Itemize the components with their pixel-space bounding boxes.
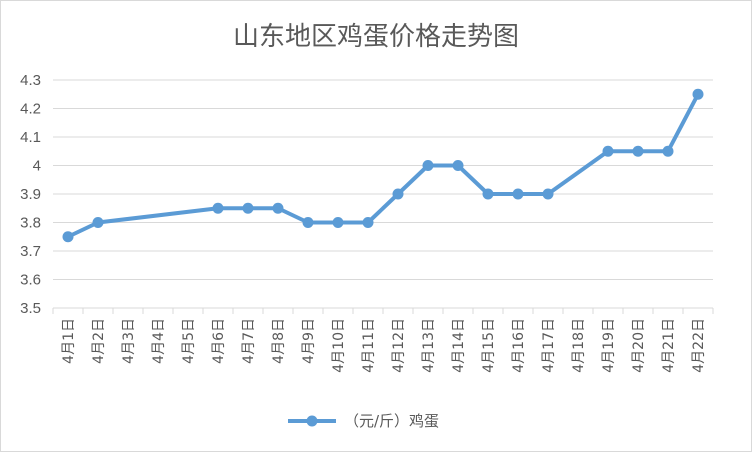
- x-tick-label: 4月19日: [601, 318, 617, 373]
- y-tick-label: 3.5: [20, 300, 41, 317]
- x-tick-label: 4月16日: [511, 318, 527, 373]
- x-tick-label: 4月6日: [211, 318, 227, 364]
- x-tick-label: 4月17日: [541, 318, 557, 373]
- chart-title: 山东地区鸡蛋价格走势图: [233, 22, 519, 52]
- x-tick-label: 4月4日: [151, 318, 167, 364]
- data-point: [692, 88, 704, 100]
- data-point: [242, 202, 254, 214]
- y-tick-label: 3.9: [20, 186, 41, 203]
- data-point: [662, 145, 674, 157]
- data-point: [272, 202, 284, 214]
- y-tick-label: 4.3: [20, 72, 41, 89]
- y-tick-label: 3.8: [20, 215, 41, 232]
- data-point: [512, 188, 524, 200]
- y-tick-label: 4: [33, 158, 41, 175]
- x-tick-label: 4月11日: [361, 318, 377, 373]
- x-tick-label: 4月15日: [481, 318, 497, 373]
- data-point: [542, 188, 554, 200]
- data-point: [212, 202, 224, 214]
- legend-series-label: （元/斤）鸡蛋: [344, 412, 439, 430]
- legend-series-marker: [306, 415, 318, 427]
- data-point: [62, 231, 74, 243]
- x-tick-label: 4月10日: [331, 318, 347, 373]
- data-point: [482, 188, 494, 200]
- x-tick-label: 4月3日: [121, 318, 137, 364]
- y-axis-ticks: 3.5 3.6 3.7 3.8 3.9 4 4.1 4.2 4.3: [20, 72, 41, 317]
- y-tick-label: 3.7: [20, 243, 41, 260]
- x-tick-label: 4月7日: [241, 318, 257, 364]
- series-layer: [62, 88, 704, 243]
- y-tick-label: 4.1: [20, 129, 41, 146]
- data-point: [632, 145, 644, 157]
- x-tick-label: 4月8日: [271, 318, 287, 364]
- x-tick-label: 4月9日: [301, 318, 317, 364]
- x-tick-label: 4月5日: [181, 318, 197, 364]
- x-tick-label: 4月13日: [421, 318, 437, 373]
- x-tick-label: 4月12日: [391, 318, 407, 373]
- x-axis-ticks: 4月1日 4月2日 4月3日 4月4日 4月5日 4月6日 4月7日 4月8日 4月9日 4月10…: [52, 308, 714, 373]
- data-point: [302, 217, 314, 228]
- x-tick-label: 4月22日: [691, 318, 707, 373]
- x-tick-label: 4月14日: [451, 318, 467, 373]
- data-point: [602, 145, 614, 157]
- x-tick-label: 4月2日: [91, 318, 107, 364]
- gridlines: [53, 79, 713, 309]
- data-point: [362, 217, 374, 228]
- x-tick-label: 4月18日: [571, 318, 587, 373]
- data-point: [452, 160, 464, 171]
- legend: （元/斤）鸡蛋: [288, 412, 439, 430]
- y-tick-label: 3.6: [20, 272, 41, 289]
- x-tick-label: 4月20日: [631, 318, 647, 373]
- y-tick-label: 4.2: [20, 101, 41, 118]
- data-point: [92, 217, 104, 228]
- data-point: [392, 188, 404, 200]
- x-tick-label: 4月21日: [661, 318, 677, 373]
- x-tick-label: 4月1日: [61, 318, 77, 364]
- data-point: [422, 160, 434, 171]
- data-point: [332, 217, 344, 228]
